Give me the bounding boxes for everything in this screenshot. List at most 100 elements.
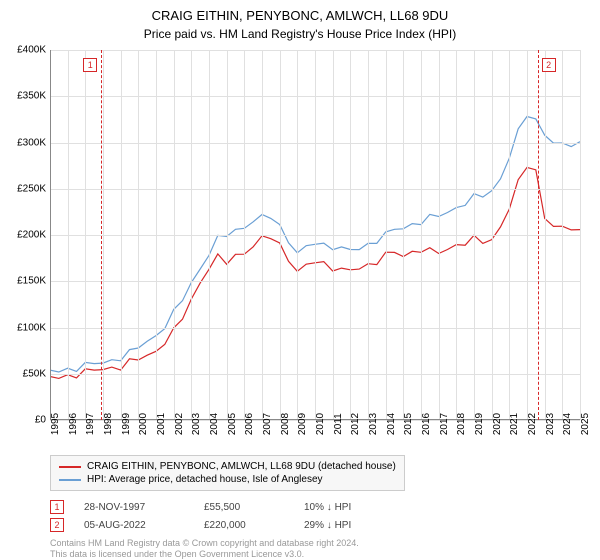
gridline-v	[456, 50, 457, 420]
gridline-v	[174, 50, 175, 420]
marker-price: £220,000	[204, 520, 284, 531]
y-axis: £0£50K£100K£150K£200K£250K£300K£350K£400…	[0, 50, 50, 420]
gridline-v	[580, 50, 581, 420]
y-tick-label: £100K	[17, 322, 46, 333]
gridline-v	[333, 50, 334, 420]
x-tick-label: 2012	[350, 413, 361, 435]
x-tick-label: 2000	[138, 413, 149, 435]
y-tick-label: £50K	[23, 368, 46, 379]
x-tick-label: 2015	[403, 413, 414, 435]
gridline-v	[545, 50, 546, 420]
gridline-v	[350, 50, 351, 420]
gridline-v	[562, 50, 563, 420]
x-tick-label: 2018	[456, 413, 467, 435]
gridline-v	[509, 50, 510, 420]
x-tick-label: 2024	[562, 413, 573, 435]
marker-delta: 29% ↓ HPI	[304, 520, 351, 531]
legend-row: CRAIG EITHIN, PENYBONC, AMLWCH, LL68 9DU…	[59, 460, 396, 473]
marker-number-box: 1	[83, 58, 97, 72]
x-tick-label: 2020	[492, 413, 503, 435]
chart-title: CRAIG EITHIN, PENYBONC, AMLWCH, LL68 9DU	[0, 0, 600, 23]
x-tick-label: 2021	[509, 413, 520, 435]
gridline-v	[191, 50, 192, 420]
y-tick-label: £350K	[17, 91, 46, 102]
gridline-v	[368, 50, 369, 420]
gridline-v	[527, 50, 528, 420]
marker-number-box: 1	[50, 500, 64, 514]
y-tick-label: £400K	[17, 45, 46, 56]
gridline-v	[138, 50, 139, 420]
x-tick-label: 2019	[474, 413, 485, 435]
x-tick-label: 2009	[297, 413, 308, 435]
gridline-v	[439, 50, 440, 420]
x-tick-label: 2023	[545, 413, 556, 435]
x-tick-label: 2007	[262, 413, 273, 435]
x-tick-label: 2013	[368, 413, 379, 435]
gridline-v	[121, 50, 122, 420]
gridline-v	[492, 50, 493, 420]
gridline-v	[386, 50, 387, 420]
y-tick-label: £150K	[17, 276, 46, 287]
legend-swatch	[59, 479, 81, 481]
x-tick-label: 1996	[68, 413, 79, 435]
gridline-v	[297, 50, 298, 420]
x-tick-label: 2008	[280, 413, 291, 435]
gridline-v	[85, 50, 86, 420]
x-tick-label: 2001	[156, 413, 167, 435]
legend: CRAIG EITHIN, PENYBONC, AMLWCH, LL68 9DU…	[50, 455, 405, 491]
x-axis: 1995199619971998199920002001200220032004…	[50, 420, 580, 450]
gridline-v	[315, 50, 316, 420]
x-tick-label: 1998	[103, 413, 114, 435]
x-tick-label: 2014	[386, 413, 397, 435]
legend-label: CRAIG EITHIN, PENYBONC, AMLWCH, LL68 9DU…	[87, 461, 396, 472]
gridline-v	[103, 50, 104, 420]
x-tick-label: 1995	[50, 413, 61, 435]
x-tick-label: 2005	[227, 413, 238, 435]
x-tick-label: 2022	[527, 413, 538, 435]
y-tick-label: £0	[35, 415, 46, 426]
marker-date: 05-AUG-2022	[84, 520, 184, 531]
footer-line1: Contains HM Land Registry data © Crown c…	[50, 538, 359, 549]
x-tick-label: 2003	[191, 413, 202, 435]
y-tick-label: £200K	[17, 230, 46, 241]
x-tick-label: 2006	[244, 413, 255, 435]
legend-swatch	[59, 466, 81, 468]
gridline-v	[474, 50, 475, 420]
x-tick-label: 2002	[174, 413, 185, 435]
gridline-v	[227, 50, 228, 420]
x-tick-label: 1999	[121, 413, 132, 435]
marker-row: 1 28-NOV-1997 £55,500 10% ↓ HPI	[50, 498, 351, 516]
marker-table: 128-NOV-1997£55,50010% ↓ HPI205-AUG-2022…	[50, 498, 351, 534]
price-chart: CRAIG EITHIN, PENYBONC, AMLWCH, LL68 9DU…	[0, 0, 600, 560]
x-tick-label: 2025	[580, 413, 591, 435]
chart-subtitle: Price paid vs. HM Land Registry's House …	[0, 23, 600, 41]
gridline-v	[421, 50, 422, 420]
gridline-v	[156, 50, 157, 420]
marker-line	[538, 50, 539, 420]
legend-label: HPI: Average price, detached house, Isle…	[87, 474, 323, 485]
x-tick-label: 1997	[85, 413, 96, 435]
gridline-v	[262, 50, 263, 420]
marker-price: £55,500	[204, 502, 284, 513]
footer-line2: This data is licensed under the Open Gov…	[50, 549, 359, 560]
x-tick-label: 2010	[315, 413, 326, 435]
gridline-v	[280, 50, 281, 420]
marker-row: 205-AUG-2022£220,00029% ↓ HPI	[50, 516, 351, 534]
marker-line	[101, 50, 102, 420]
footer-text: Contains HM Land Registry data © Crown c…	[50, 538, 359, 560]
legend-row: HPI: Average price, detached house, Isle…	[59, 473, 396, 486]
gridline-v	[68, 50, 69, 420]
marker-date: 28-NOV-1997	[84, 502, 184, 513]
x-tick-label: 2017	[439, 413, 450, 435]
plot-area: 12	[50, 50, 580, 420]
axis-line	[50, 50, 51, 420]
x-tick-label: 2011	[333, 413, 344, 435]
marker-delta: 10% ↓ HPI	[304, 502, 351, 513]
x-tick-label: 2004	[209, 413, 220, 435]
x-tick-label: 2016	[421, 413, 432, 435]
y-tick-label: £300K	[17, 137, 46, 148]
gridline-v	[209, 50, 210, 420]
marker-number-box: 2	[542, 58, 556, 72]
y-tick-label: £250K	[17, 183, 46, 194]
gridline-v	[244, 50, 245, 420]
